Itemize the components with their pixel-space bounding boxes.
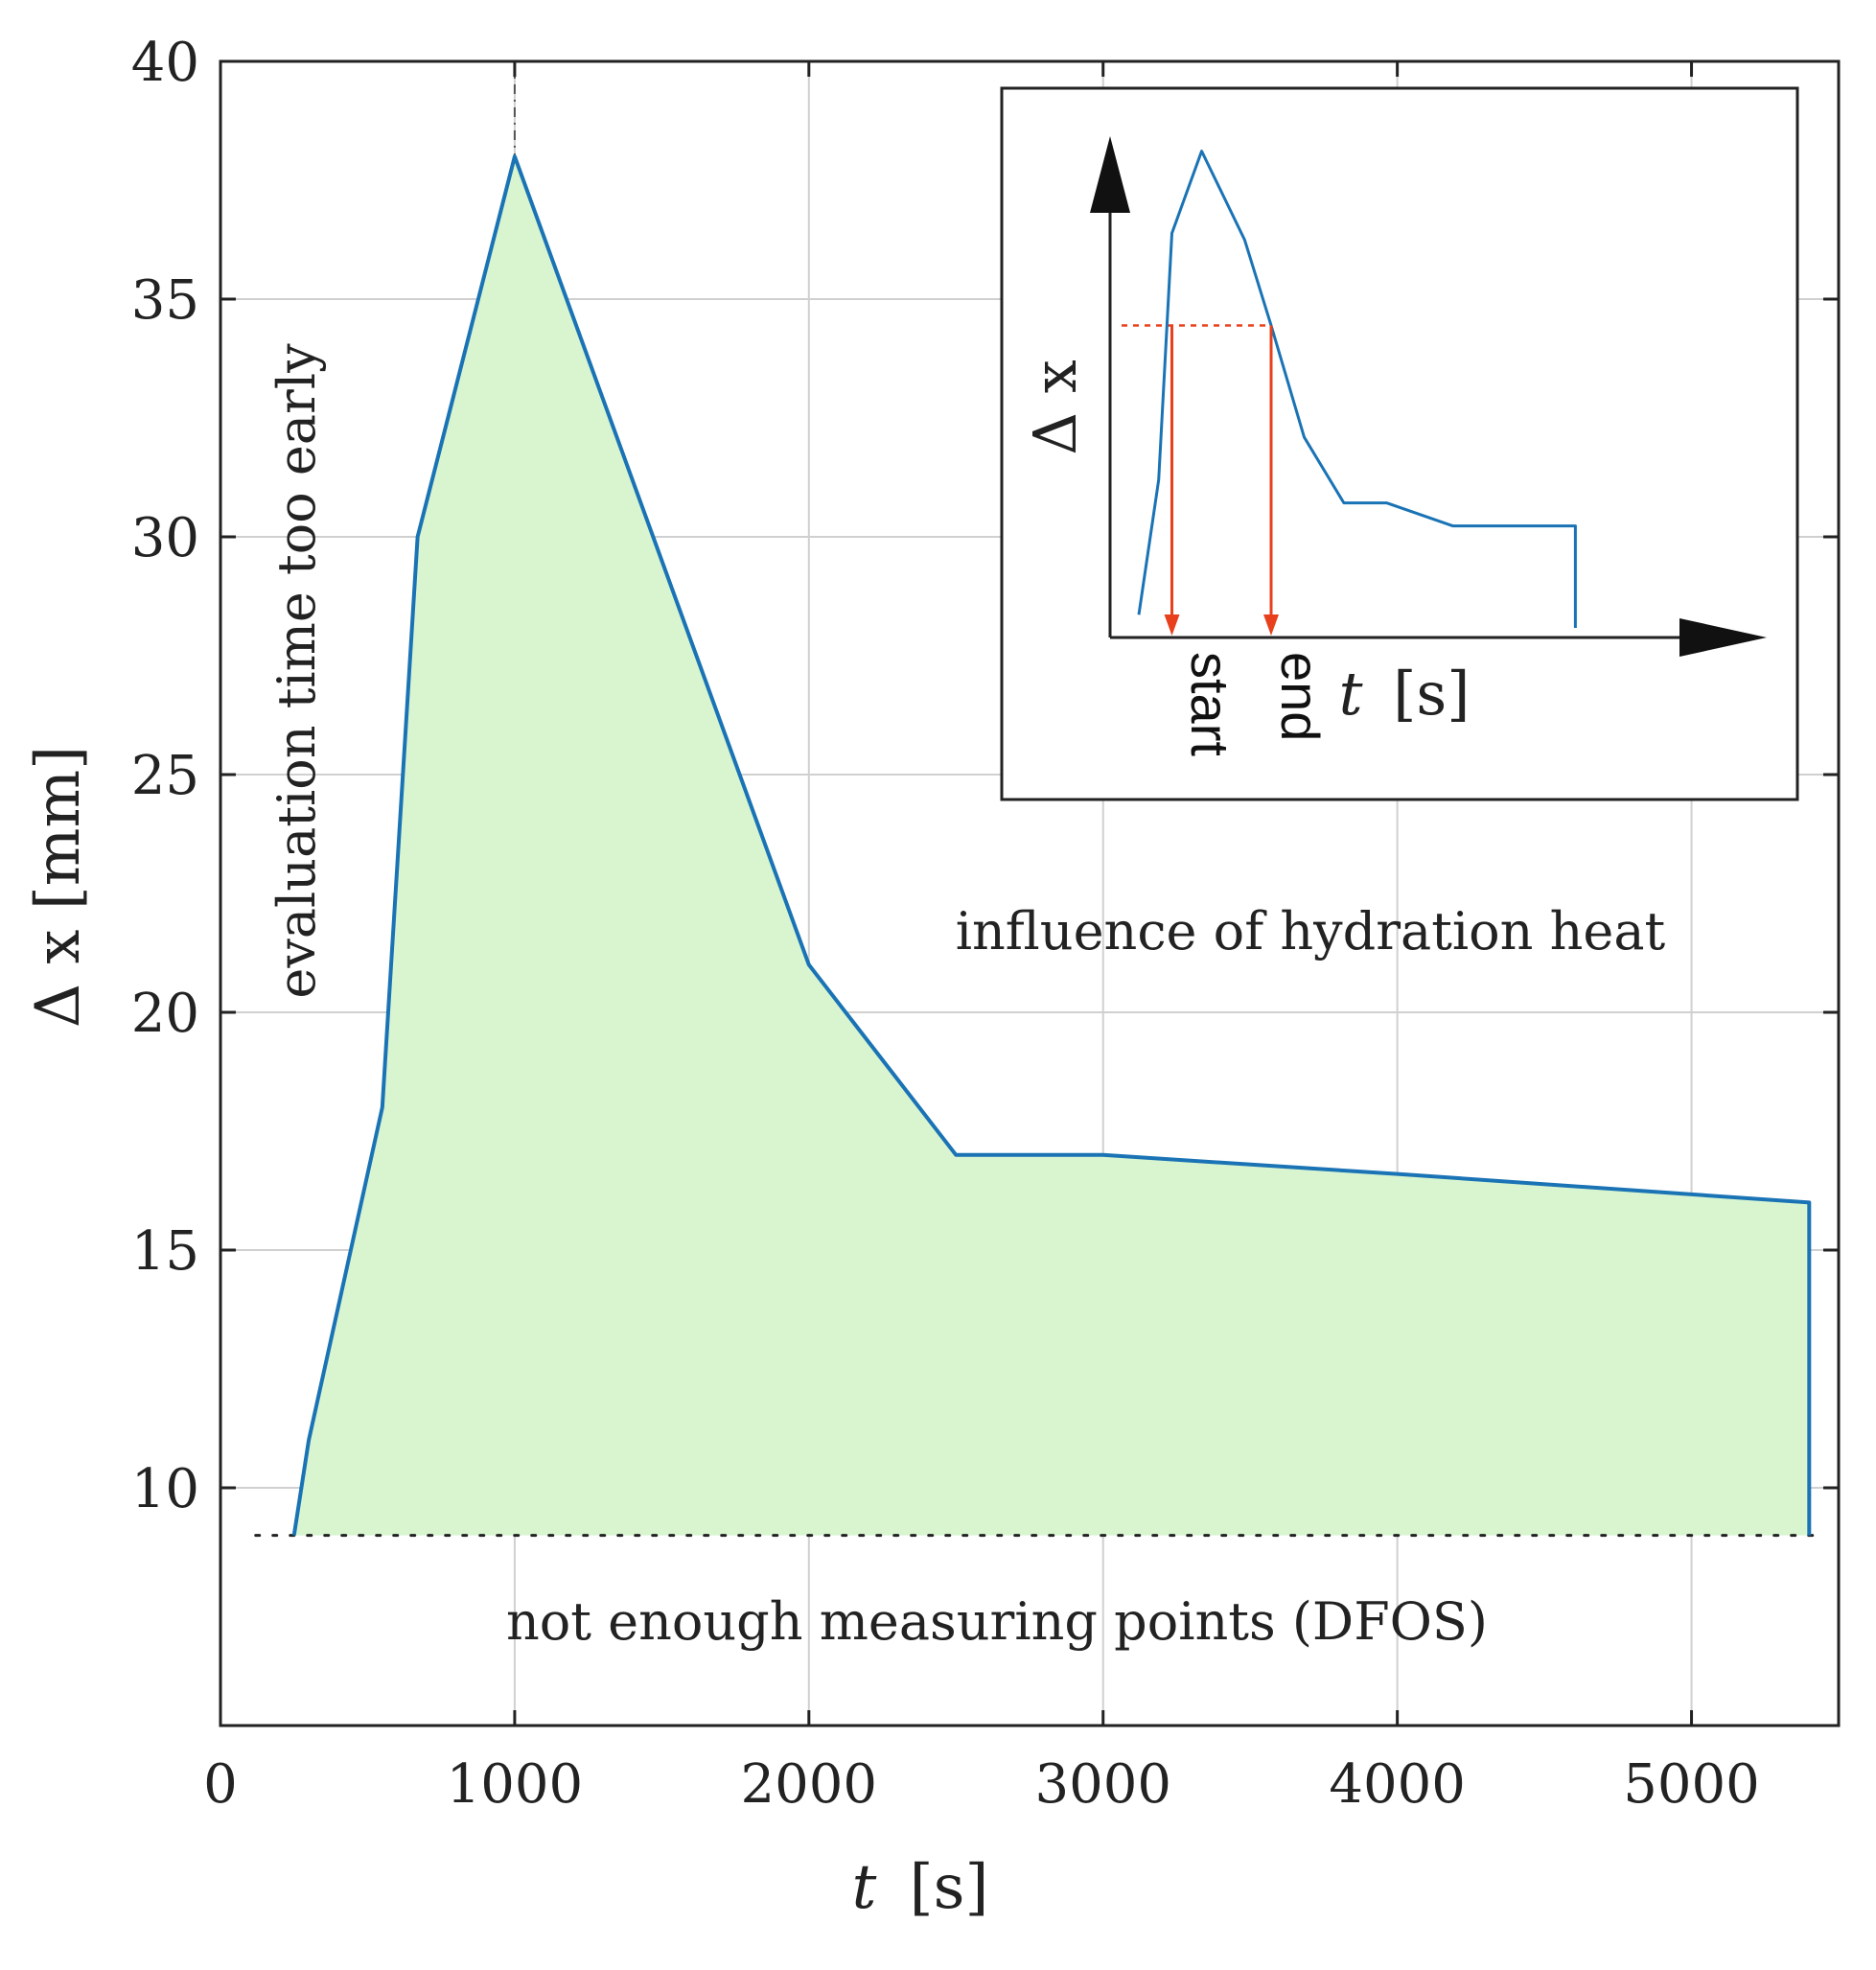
y-tick-label-10: 10: [131, 1458, 199, 1520]
marker-layer: [254, 61, 1815, 1538]
inset-dynamic-layer: [1122, 150, 1577, 636]
inset-x-label-unit: [s]: [1393, 659, 1470, 729]
y-axis-label: Δ x [mm]: [23, 746, 94, 1028]
x-tick-label-5000: 5000: [1623, 1753, 1760, 1816]
inset-curve: [1137, 150, 1577, 628]
axes-frame: [219, 59, 1841, 1727]
inset-schematic: Δ x start end t [s]: [1000, 86, 1799, 801]
inset-end-arrowhead: [1263, 614, 1279, 636]
x-axis-label: t [s]: [852, 1852, 989, 1923]
x-tick-label-2000: 2000: [741, 1753, 878, 1816]
annotation-evaluation-early: evaluation time too early: [266, 343, 327, 999]
y-tick-label-35: 35: [131, 269, 199, 332]
annotation-hydration-heat: influence of hydration heat: [956, 901, 1666, 962]
series-area-fill: [293, 156, 1810, 1536]
x-tick-label-0: 0: [203, 1753, 238, 1816]
inset-start-label: start: [1180, 652, 1240, 756]
y-tick-label-20: 20: [131, 983, 199, 1045]
series-line: [291, 154, 1812, 1536]
annotation-dfos: not enough measuring points (DFOS): [506, 1591, 1488, 1652]
inset-frame: [1000, 86, 1799, 801]
y-tick-label-40: 40: [131, 32, 199, 94]
inset-end-label: end: [1270, 652, 1331, 741]
inset-x-label-var: t: [1339, 659, 1363, 729]
y-tick-label-30: 30: [131, 507, 199, 569]
x-axis-label-unit: [s]: [910, 1852, 989, 1923]
tick-layer: 0 1000 2000 3000 4000 5000 10 15 20 25 30 35 40: [131, 32, 1839, 1816]
x-tick-label-3000: 3000: [1034, 1753, 1171, 1816]
x-axis-label-var: t: [852, 1852, 877, 1923]
series-line-layer: [291, 154, 1812, 1536]
inset-y-label: Δ x: [1020, 359, 1090, 454]
x-tick-label-1000: 1000: [447, 1753, 584, 1816]
axes-box: [219, 59, 1841, 1727]
x-tick-label-4000: 4000: [1329, 1753, 1466, 1816]
inset-start-arrowhead: [1164, 614, 1180, 636]
y-tick-label-25: 25: [131, 745, 199, 807]
inset-x-arrowhead: [1679, 618, 1767, 657]
y-tick-label-15: 15: [131, 1220, 199, 1283]
inset-x-label: t [s]: [1339, 659, 1471, 729]
inset-y-arrowhead: [1090, 136, 1130, 213]
area-fill-layer: [293, 156, 1810, 1536]
